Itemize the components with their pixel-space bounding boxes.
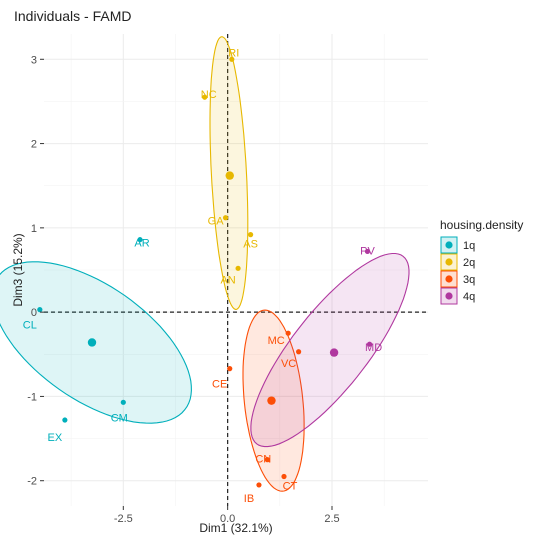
legend-dot-3q xyxy=(445,275,453,283)
point-cl xyxy=(37,307,43,313)
legend-dot-4q xyxy=(445,292,453,300)
label-as: AS xyxy=(243,239,258,251)
label-mc: MC xyxy=(268,335,285,347)
label-ri: RI xyxy=(228,47,239,59)
x-tick-label: -2.5 xyxy=(114,513,133,525)
label-ib: IB xyxy=(244,493,254,505)
label-nc: NC xyxy=(201,89,217,101)
y-tick-label: -2 xyxy=(27,476,37,488)
label-vc: VC xyxy=(281,358,296,370)
point-ce xyxy=(227,366,233,372)
legend: housing.density 1q 2q 3q 4q xyxy=(440,218,523,305)
label-pv: PV xyxy=(360,246,375,258)
point-ct xyxy=(281,473,287,480)
label-ce: CE xyxy=(212,379,227,391)
chart-title: Individuals - FAMD xyxy=(14,8,131,24)
point-md xyxy=(366,341,373,347)
point-mc xyxy=(285,330,291,336)
centroid-1q xyxy=(87,338,97,347)
y-tick-label: 0 xyxy=(31,307,37,319)
legend-title: housing.density xyxy=(440,218,523,232)
point-pv xyxy=(364,248,371,255)
x-tick-label: 2.5 xyxy=(324,513,339,525)
label-md: MD xyxy=(365,342,382,354)
point-cm xyxy=(120,399,126,405)
point-cn xyxy=(264,457,270,463)
point-as xyxy=(248,232,254,238)
point-ar xyxy=(137,237,143,243)
point-ga xyxy=(222,215,229,221)
label-cn: CN xyxy=(255,454,271,466)
point-ri xyxy=(229,56,235,62)
legend-label-2q: 2q xyxy=(463,257,475,269)
point-nc xyxy=(202,94,208,100)
point-ib xyxy=(256,482,262,488)
x-axis-title: Dim1 (32.1%) xyxy=(199,521,272,535)
point-an xyxy=(235,265,241,271)
centroid-2q xyxy=(225,171,234,180)
point-vc xyxy=(296,349,302,355)
legend-dot-1q xyxy=(445,241,453,249)
data-points xyxy=(37,56,373,488)
label-an: AN xyxy=(220,274,235,286)
point-labels: AR CL CM EX RI NC GA AS AN MC VC CE CN IB CT PV MD xyxy=(23,47,382,505)
y-axis-title: Dim3 (15.2%) xyxy=(11,233,25,306)
point-ex xyxy=(62,417,68,423)
centroid-4q xyxy=(329,348,339,357)
label-ct: CT xyxy=(283,481,298,493)
y-axis-ticks: -2 -1 0 1 2 3 xyxy=(27,54,44,488)
reference-lines xyxy=(44,34,428,506)
label-ex: EX xyxy=(48,432,63,444)
y-tick-label: 1 xyxy=(31,223,37,235)
x-axis-ticks: -2.5 0.0 2.5 xyxy=(114,506,340,525)
legend-label-3q: 3q xyxy=(463,274,475,286)
legend-dot-2q xyxy=(445,258,453,266)
ellipse-4q xyxy=(250,252,410,448)
label-ga: GA xyxy=(208,216,225,228)
label-cl: CL xyxy=(23,320,37,332)
label-ar: AR xyxy=(134,238,149,250)
centroid-3q xyxy=(267,396,276,405)
legend-label-1q: 1q xyxy=(463,240,475,252)
y-tick-label: -1 xyxy=(27,391,37,403)
label-cm: CM xyxy=(111,412,128,424)
group-centroids xyxy=(87,171,339,405)
y-tick-label: 3 xyxy=(31,54,37,66)
x-tick-label: 0.0 xyxy=(220,513,235,525)
y-tick-label: 2 xyxy=(31,139,37,151)
legend-label-4q: 4q xyxy=(463,291,475,303)
